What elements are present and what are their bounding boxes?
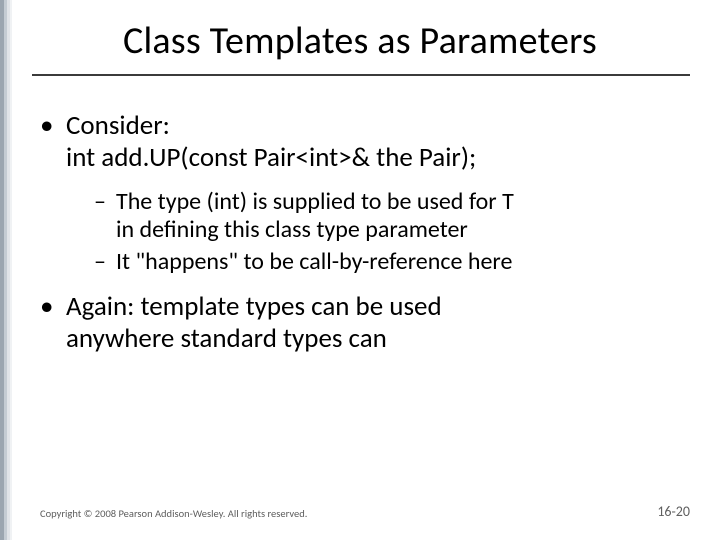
bullet-2: •Again: template types can be used anywh… (40, 291, 692, 355)
slide: Class Templates as Parameters •Consider:… (0, 0, 720, 540)
sub-bullet-1-line2: in defining this class type parameter (94, 216, 692, 244)
page-number: 16-20 (657, 503, 690, 520)
dash-icon: – (94, 248, 116, 276)
sub-bullet-2-text: It "happens" to be call-by-reference her… (116, 247, 512, 276)
bullet-dot-icon: • (40, 110, 66, 142)
sub-bullet-2: –It "happens" to be call-by-reference he… (40, 248, 692, 276)
title-underline (32, 74, 690, 76)
bullet-1-line2: int add.UP(const Pair<int>& the Pair); (40, 142, 692, 174)
sub-bullet-1-line1: The type (int) is supplied to be used fo… (116, 187, 514, 216)
bullet-2-line1: Again: template types can be used (66, 290, 442, 323)
bullet-dot-icon: • (40, 291, 66, 323)
dash-icon: – (94, 188, 116, 216)
slide-title: Class Templates as Parameters (0, 18, 720, 64)
sidebar-decoration (0, 0, 14, 540)
bullet-2-line2: anywhere standard types can (40, 323, 692, 355)
sub-bullet-1: –The type (int) is supplied to be used f… (40, 188, 692, 245)
bullet-1: •Consider: int add.UP(const Pair<int>& t… (40, 110, 692, 174)
bullet-1-line1: Consider: (66, 109, 170, 142)
slide-body: •Consider: int add.UP(const Pair<int>& t… (40, 110, 692, 368)
title-area: Class Templates as Parameters (0, 18, 720, 64)
copyright-text: Copyright © 2008 Pearson Addison-Wesley.… (40, 507, 307, 520)
